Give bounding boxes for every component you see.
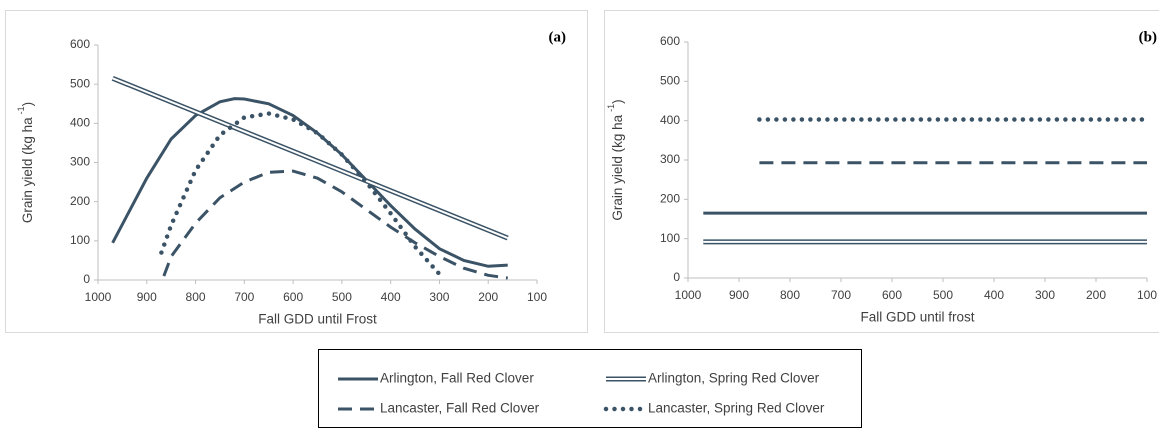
x-tick-label: 200	[478, 290, 498, 304]
y-tick-label: 400	[70, 116, 90, 130]
y-tick-label: 600	[660, 34, 680, 48]
y-axis-label-sup: -1	[606, 104, 616, 112]
y-axis-label-end: )	[20, 102, 35, 107]
panel-label: (b)	[1139, 29, 1157, 45]
x-tick-label: 1000	[85, 290, 112, 304]
panel-label: (a)	[549, 29, 567, 45]
y-axis-label-text: Grain yield (kg ha	[610, 114, 625, 220]
y-tick-label: 0	[673, 270, 680, 284]
panel-frame	[5, 10, 588, 333]
legend-frame	[318, 349, 862, 428]
x-tick-label: 700	[234, 290, 254, 304]
y-axis-label: Grain yield (kg ha -1)	[606, 99, 624, 220]
x-tick-label: 100	[527, 290, 547, 304]
x-tick-label: 500	[332, 290, 352, 304]
x-axis-label: Fall GDD until Frost	[258, 312, 377, 327]
x-tick-label: 1000	[675, 288, 702, 302]
y-tick-label: 500	[70, 76, 90, 90]
x-tick-label: 200	[1086, 288, 1106, 302]
series-line	[111, 97, 508, 268]
x-tick-label: 800	[186, 290, 206, 304]
x-axis-label: Fall GDD until frost	[860, 310, 974, 325]
x-tick-label: 900	[729, 288, 749, 302]
y-tick-label: 400	[660, 113, 680, 127]
series-line	[162, 169, 508, 280]
y-tick-label: 300	[660, 152, 680, 166]
y-tick-label: 200	[70, 194, 90, 208]
legend-label: Lancaster, Fall Red Clover	[380, 401, 540, 416]
legend-label: Lancaster, Spring Red Clover	[648, 401, 825, 416]
y-tick-label: 500	[660, 74, 680, 88]
x-tick-label: 500	[933, 288, 953, 302]
x-tick-label: 700	[831, 288, 851, 302]
x-tick-label: 800	[780, 288, 800, 302]
y-axis-label-end: )	[610, 99, 625, 104]
y-tick-label: 300	[70, 155, 90, 169]
x-tick-label: 100	[1137, 288, 1157, 302]
x-tick-label: 400	[984, 288, 1004, 302]
x-tick-label: 400	[381, 290, 401, 304]
y-tick-label: 600	[70, 37, 90, 51]
y-axis-label-sup: -1	[16, 106, 26, 114]
series-line	[159, 111, 445, 283]
legend-label: Arlington, Fall Red Clover	[380, 371, 534, 386]
y-tick-label: 100	[660, 231, 680, 245]
x-tick-label: 600	[882, 288, 902, 302]
x-tick-label: 300	[1035, 288, 1055, 302]
y-tick-label: 0	[83, 272, 90, 286]
y-tick-label: 200	[660, 192, 680, 206]
legend-label: Arlington, Spring Red Clover	[648, 371, 820, 386]
y-tick-label: 100	[70, 233, 90, 247]
x-tick-label: 600	[283, 290, 303, 304]
x-tick-label: 300	[429, 290, 449, 304]
series-line-inner	[112, 77, 509, 240]
y-axis-label-text: Grain yield (kg ha	[20, 117, 35, 223]
panel-frame	[604, 10, 1159, 333]
y-axis-label: Grain yield (kg ha -1)	[16, 102, 34, 223]
x-tick-label: 900	[137, 290, 157, 304]
